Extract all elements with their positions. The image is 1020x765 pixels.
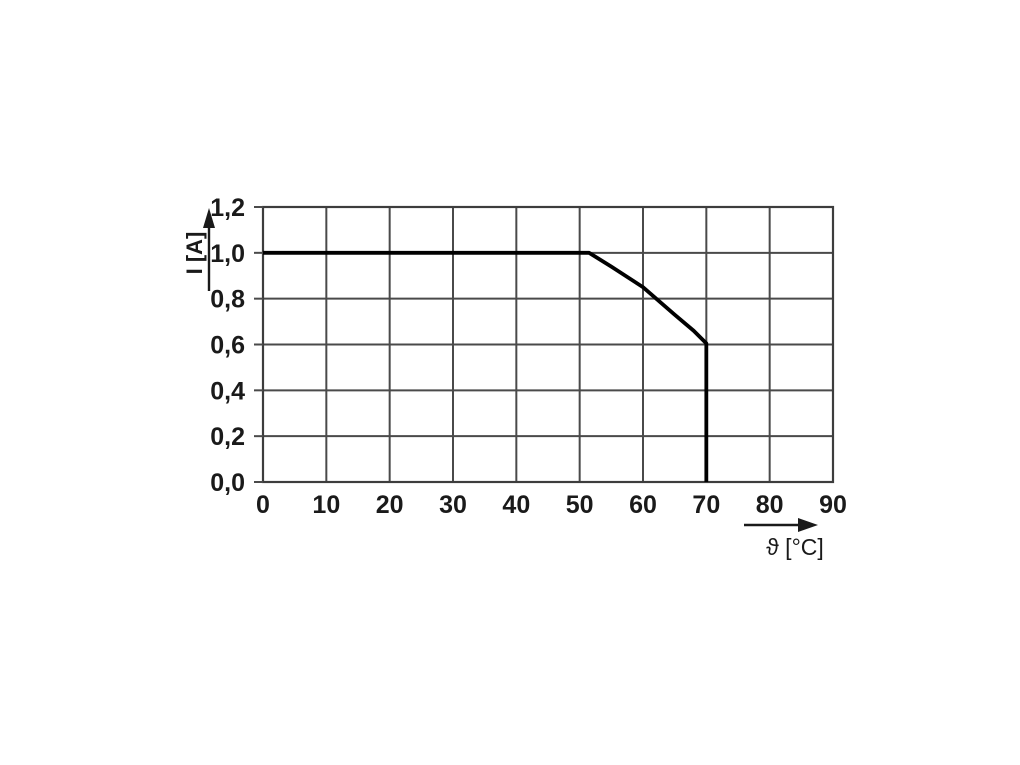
x-axis-tick-label: 40: [502, 491, 530, 519]
y-axis-tick-labels: 1,2 1,0 0,8 0,6 0,4 0,2 0,0: [210, 194, 245, 497]
y-axis-tick-label: 0,2: [210, 423, 245, 451]
x-axis-title: ϑ [°C]: [766, 534, 824, 560]
x-axis-tick-label: 50: [566, 491, 594, 519]
x-axis-title-group: ϑ [°C]: [744, 518, 824, 560]
y-axis-tick-label: 0,4: [210, 377, 245, 405]
x-axis-tick-label: 0: [256, 491, 270, 519]
x-axis-tick-label: 80: [756, 491, 784, 519]
y-axis-title-group: I [A]: [182, 208, 215, 291]
y-axis-arrow-head-icon: [203, 208, 215, 228]
y-axis-tick-label: 0,6: [210, 332, 245, 360]
x-axis-tick-label: 30: [439, 491, 467, 519]
x-axis-tick-label: 20: [376, 491, 404, 519]
x-axis-tick-label: 60: [629, 491, 657, 519]
y-axis-tick-label: 1,2: [210, 194, 245, 222]
x-axis-tick-label: 10: [312, 491, 340, 519]
x-axis-tick-labels: 0 10 20 30 40 50 60 70 80 90: [256, 491, 847, 519]
y-axis-tick-label: 0,0: [210, 469, 245, 497]
y-axis-tick-label: 1,0: [210, 240, 245, 268]
y-axis-title: I [A]: [182, 232, 207, 275]
x-axis-tick-label: 90: [819, 491, 847, 519]
x-axis-tick-label: 70: [692, 491, 720, 519]
y-axis-tick-label: 0,8: [210, 286, 245, 314]
x-axis-arrow-head-icon: [798, 518, 818, 532]
y-axis-ticks: [254, 206, 263, 483]
series-line-derating-curve: [263, 250, 709, 482]
